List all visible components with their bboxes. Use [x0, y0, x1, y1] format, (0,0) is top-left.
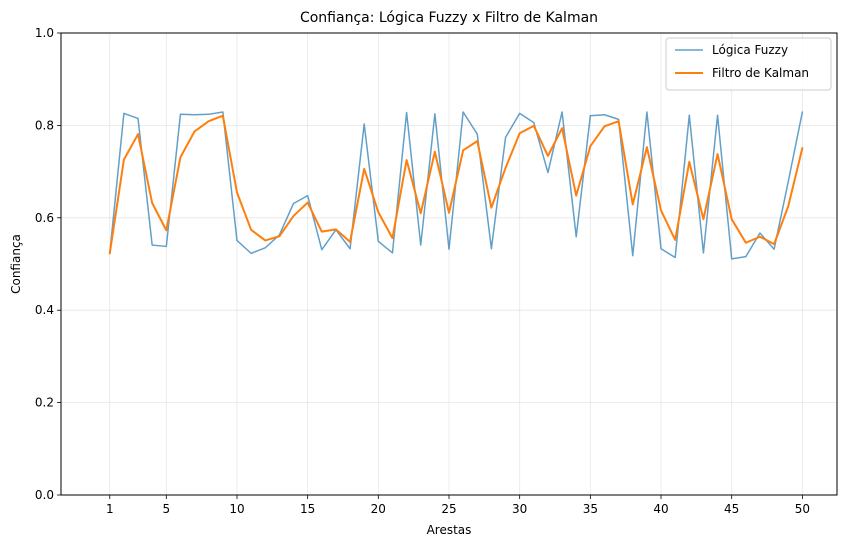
x-tick-label: 50 — [795, 502, 810, 516]
x-tick-label: 5 — [162, 502, 170, 516]
series-lines — [108, 111, 804, 260]
legend-label-logica-fuzzy: Lógica Fuzzy — [712, 43, 788, 57]
x-axis-ticks: 1 5 10 15 20 25 30 35 40 45 50 — [106, 495, 810, 516]
chart-title: Confiança: Lógica Fuzzy x Filtro de Kalm… — [300, 10, 598, 26]
x-tick-label: 1 — [106, 502, 114, 516]
y-tick-label: 0.4 — [35, 303, 54, 317]
y-axis-label: Confiança — [9, 234, 23, 294]
y-tick-label: 0.8 — [35, 118, 54, 132]
legend-label-filtro-de-kalman: Filtro de Kalman — [712, 66, 809, 80]
y-tick-label: 0.6 — [35, 211, 54, 225]
x-tick-label: 30 — [512, 502, 527, 516]
legend-box — [665, 37, 832, 91]
legend: Lógica Fuzzy Filtro de Kalman — [665, 37, 832, 91]
x-tick-label: 25 — [441, 502, 456, 516]
x-axis-label: Arestas — [427, 523, 472, 537]
x-tick-label: 10 — [229, 502, 244, 516]
grid — [61, 32, 837, 496]
y-tick-label: 1.0 — [35, 26, 54, 40]
x-tick-label: 20 — [371, 502, 386, 516]
y-tick-label: 0.2 — [35, 396, 54, 410]
x-tick-label: 45 — [724, 502, 739, 516]
x-tick-label: 15 — [300, 502, 315, 516]
y-tick-label: 0.0 — [35, 488, 54, 502]
x-tick-label: 35 — [583, 502, 598, 516]
series-line-filtro-de-kalman — [108, 114, 804, 255]
x-tick-label: 40 — [653, 502, 668, 516]
y-axis-ticks: 0.0 0.2 0.4 0.6 0.8 1.0 — [35, 26, 61, 502]
